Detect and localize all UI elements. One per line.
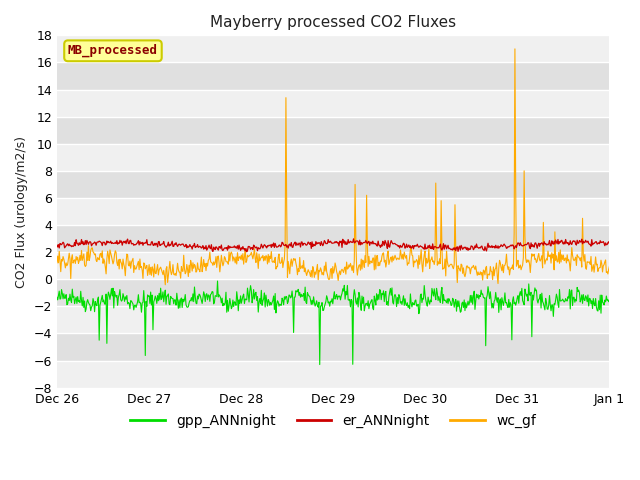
Bar [57, 279, 609, 306]
Bar [57, 225, 609, 252]
Bar [57, 117, 609, 144]
Bar [57, 252, 609, 279]
Bar [57, 360, 609, 388]
Bar [57, 144, 609, 171]
Bar [57, 171, 609, 198]
Bar [57, 36, 609, 62]
Bar [57, 62, 609, 90]
Legend: gpp_ANNnight, er_ANNnight, wc_gf: gpp_ANNnight, er_ANNnight, wc_gf [125, 408, 541, 433]
Bar [57, 334, 609, 360]
Bar [57, 198, 609, 225]
Bar [57, 306, 609, 334]
Title: Mayberry processed CO2 Fluxes: Mayberry processed CO2 Fluxes [210, 15, 456, 30]
Text: MB_processed: MB_processed [68, 44, 158, 58]
Y-axis label: CO2 Flux (urology/m2/s): CO2 Flux (urology/m2/s) [15, 135, 28, 288]
Bar [57, 90, 609, 117]
